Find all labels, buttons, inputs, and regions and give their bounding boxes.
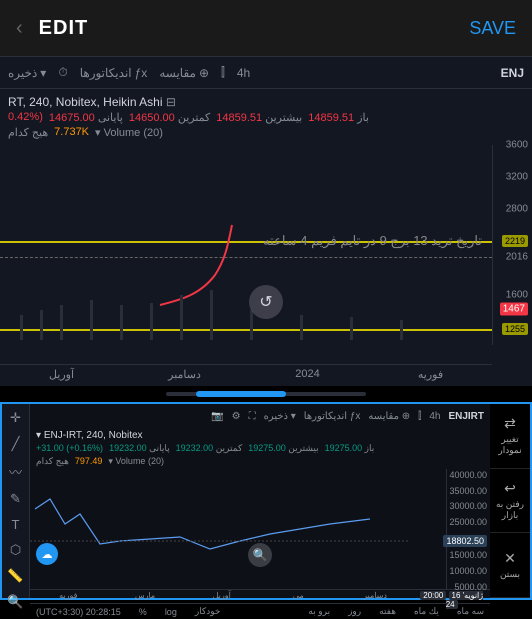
- scrub-track: [166, 392, 366, 396]
- scrub-thumb[interactable]: [196, 391, 286, 397]
- xtick: آوريل: [0, 365, 123, 386]
- chart2-yaxis: 40000.00 35000.00 30000.00 25000.00 18802.50…: [446, 469, 490, 589]
- chart1-ohlc: 0.42%) 14675.00 پايانى 14650.00 كمترين 1…: [8, 111, 524, 124]
- date-marker: 20:00 16 ژانويه' 24: [413, 590, 490, 603]
- xtick: 2024: [246, 365, 369, 386]
- chart2-ohlc: +31.00 (+0.16%) 19232.00 پايانى 19232.00…: [36, 443, 484, 454]
- candle-icon[interactable]: ⫿: [221, 65, 225, 80]
- chart2-svg: [30, 469, 490, 589]
- ytick: 18802.50: [443, 535, 487, 547]
- tf-2[interactable]: 4h: [429, 411, 440, 422]
- symbol-2[interactable]: ENJIRT: [448, 411, 484, 422]
- symbol[interactable]: ENJ: [501, 66, 524, 80]
- ytick: 1255: [502, 323, 528, 335]
- ytick: 1600: [506, 290, 528, 301]
- chart1-toolbar: ذخيره ▾ ⏱ انديكاتورها ƒx مقايسه ⊕ ⫿ 4h E…: [0, 57, 532, 89]
- right-tool[interactable]: ↩رفتن به بازار: [490, 469, 530, 534]
- topbar-left: ‹ EDIT: [16, 17, 88, 40]
- candles: [20, 290, 403, 340]
- auto-btn[interactable]: خودكار: [195, 606, 221, 617]
- ytick: 5000.00: [454, 582, 487, 592]
- fib-icon[interactable]: 〰: [9, 462, 22, 481]
- ytick: 30000.00: [449, 501, 487, 511]
- chart1-title: RT, 240, Nobitex, Heikin Ashi ⊟: [8, 95, 524, 109]
- ytick: 3600: [506, 140, 528, 151]
- xtick: فوريه: [369, 365, 492, 386]
- chart1-header: RT, 240, Nobitex, Heikin Ashi ⊟ 0.42%) 1…: [0, 89, 532, 145]
- back-icon[interactable]: ‹: [16, 17, 23, 40]
- cursor-icon[interactable]: ✛: [10, 410, 21, 426]
- search-button[interactable]: 🔍: [248, 543, 272, 567]
- drawing-tools: ✛ ╱ 〰 ✎ T ⬡ 📏 🔍: [2, 404, 30, 598]
- red-trend-line: [160, 225, 232, 305]
- text-icon[interactable]: T: [12, 517, 20, 532]
- log-btn[interactable]: log: [165, 607, 177, 617]
- right-tool[interactable]: ✕بستن: [490, 533, 530, 598]
- tz: (UTC+3:30) 20:28:15: [36, 607, 121, 617]
- cloud-icon[interactable]: ☁: [36, 543, 58, 565]
- xtick: دسامبر: [123, 365, 246, 386]
- ytick: 2016: [506, 252, 528, 263]
- save-button[interactable]: SAVE: [469, 18, 516, 39]
- fullscreen-icon[interactable]: ⛶: [249, 411, 256, 422]
- settings-icon[interactable]: ⚙: [232, 411, 241, 422]
- chart2-xaxis: فوريهمارسآوريلمىدسامبر20:00 16 ژانويه' 2…: [30, 589, 490, 603]
- ytick: 10000.00: [449, 566, 487, 576]
- m1-btn[interactable]: يك ماه: [414, 606, 439, 617]
- trendline-icon[interactable]: ╱: [12, 436, 20, 452]
- ytick: 25000.00: [449, 517, 487, 527]
- right-tool[interactable]: ⇄تغيير نمودار: [490, 404, 530, 469]
- right-sidebar: ⇄تغيير نمودار↩رفتن به بازار✕بستن: [490, 404, 530, 598]
- xtick: آوريل: [183, 590, 260, 603]
- alert-icon[interactable]: ⏱: [58, 65, 67, 80]
- chart1-yaxis: 36003200280022192016160014671255: [492, 145, 532, 345]
- pct-btn[interactable]: %: [139, 607, 147, 617]
- chart2-title: ▾ ENJ-IRT, 240, Nobitex: [36, 430, 484, 441]
- app-topbar: ‹ EDIT SAVE: [0, 0, 532, 56]
- xtick: مى: [260, 590, 337, 603]
- chart-panel-2: ✛ ╱ 〰 ✎ T ⬡ 📏 🔍 📷 ⚙ ⛶ ذخيره ▾ انديكاتوره…: [0, 402, 532, 600]
- chart2-main: 📷 ⚙ ⛶ ذخيره ▾ انديكاتورها ƒx مقايسه ⊕ ⫿ …: [30, 404, 490, 598]
- ytick: 2800: [506, 204, 528, 215]
- candle-icon-2[interactable]: ⫿: [418, 411, 421, 422]
- xtick: مارس: [107, 590, 184, 603]
- chart2-footer: (UTC+3:30) 20:28:15 % log خودكار برو به …: [30, 603, 490, 619]
- save-menu-2[interactable]: ذخيره ▾: [264, 411, 296, 422]
- ytick: 1467: [500, 303, 528, 316]
- ytick: 35000.00: [449, 486, 487, 496]
- timeline-scrubber[interactable]: [0, 386, 532, 402]
- pattern-icon[interactable]: ⬡: [10, 542, 21, 558]
- camera-icon[interactable]: 📷: [211, 411, 223, 422]
- compare-2[interactable]: مقايسه ⊕: [368, 411, 410, 422]
- chart1-area[interactable]: تاريخ تريد 13 برج 9 در تايم فريم 4 ساعته…: [0, 145, 532, 345]
- day-btn[interactable]: روز: [348, 606, 361, 617]
- chart2-area[interactable]: 40000.00 35000.00 30000.00 25000.00 18802.50…: [30, 469, 490, 589]
- chart2-toolbar: 📷 ⚙ ⛶ ذخيره ▾ انديكاتورها ƒx مقايسه ⊕ ⫿ …: [30, 404, 490, 428]
- xtick: دسامبر: [337, 590, 414, 603]
- m3-btn[interactable]: سه ماه: [457, 606, 484, 617]
- brush-icon[interactable]: ✎: [10, 491, 21, 507]
- chart1-svg: [0, 145, 492, 345]
- ytick: 3200: [506, 172, 528, 183]
- timeframe[interactable]: 4h: [237, 66, 250, 80]
- week-btn[interactable]: هفته: [379, 606, 396, 617]
- edit-title: EDIT: [39, 17, 89, 40]
- chart2-header: ▾ ENJ-IRT, 240, Nobitex +31.00 (+0.16%) …: [30, 428, 490, 469]
- indicators-menu[interactable]: انديكاتورها ƒx: [80, 66, 148, 80]
- chart1-volume: هيج كدام 7.737K ▾ Volume (20): [8, 126, 524, 139]
- goto[interactable]: برو به: [308, 606, 330, 617]
- indicators-2[interactable]: انديكاتورها ƒx: [304, 411, 361, 422]
- chart2-volume: هيج كدام 797.49 ▾ Volume (20): [36, 456, 484, 467]
- compare-menu[interactable]: مقايسه ⊕: [159, 66, 209, 80]
- save-menu[interactable]: ذخيره ▾: [8, 66, 46, 80]
- xtick: فوريه: [30, 590, 107, 603]
- ytick: 2219: [502, 235, 528, 247]
- undo-button[interactable]: ↺: [249, 285, 283, 319]
- zoom-icon[interactable]: 🔍: [7, 594, 23, 610]
- chart-panel-1: ذخيره ▾ ⏱ انديكاتورها ƒx مقايسه ⊕ ⫿ 4h E…: [0, 56, 532, 386]
- ytick: 40000.00: [449, 470, 487, 480]
- chart1-xaxis: آوريلدسامبر2024فوريه: [0, 364, 492, 386]
- ruler-icon[interactable]: 📏: [7, 568, 23, 584]
- ytick: 15000.00: [449, 550, 487, 560]
